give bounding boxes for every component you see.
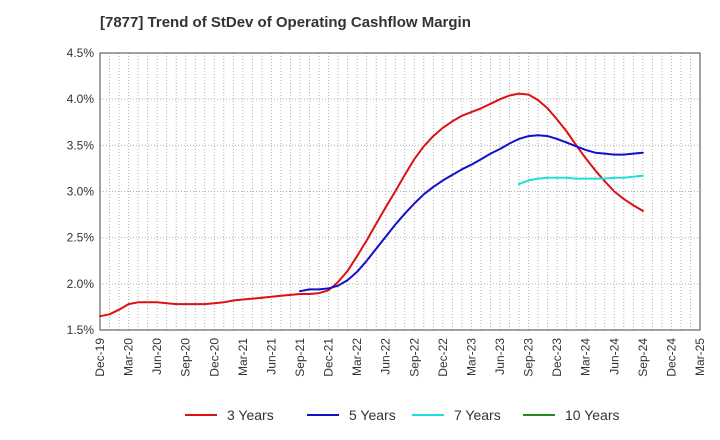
legend-item-5-years: 5 Years bbox=[307, 404, 396, 426]
x-tick-label: Jun-24 bbox=[607, 338, 621, 375]
plot-frame bbox=[99, 52, 701, 331]
x-tick-label: Mar-22 bbox=[350, 338, 364, 376]
x-tick-label: Mar-23 bbox=[464, 338, 478, 376]
series-line-3-years bbox=[99, 92, 644, 318]
x-tick-label: Jun-23 bbox=[493, 338, 507, 375]
series-line-7-years bbox=[518, 174, 644, 186]
legend-item-3-years: 3 Years bbox=[185, 404, 274, 426]
legend-swatch bbox=[185, 414, 217, 416]
legend-label: 10 Years bbox=[565, 407, 620, 423]
x-tick-label: Sep-23 bbox=[522, 338, 536, 377]
y-tick-label: 3.0% bbox=[67, 185, 95, 199]
x-tick-label: Dec-22 bbox=[436, 338, 450, 377]
x-tick-label: Dec-23 bbox=[550, 338, 564, 377]
x-tick-label: Dec-21 bbox=[322, 338, 336, 377]
legend-swatch bbox=[412, 414, 444, 416]
legend-swatch bbox=[307, 414, 339, 416]
legend-label: 3 Years bbox=[227, 407, 274, 423]
legend: 3 Years 5 Years 7 Years 10 Years bbox=[0, 404, 720, 426]
y-tick-label: 4.0% bbox=[67, 92, 95, 106]
legend-item-7-years: 7 Years bbox=[412, 404, 501, 426]
legend-item-10-years: 10 Years bbox=[523, 404, 620, 426]
legend-label: 5 Years bbox=[349, 407, 396, 423]
x-tick-label: Sep-24 bbox=[636, 338, 650, 377]
x-tick-label: Dec-19 bbox=[93, 338, 107, 377]
x-tick-label: Jun-21 bbox=[264, 338, 278, 375]
legend-label: 7 Years bbox=[454, 407, 501, 423]
x-tick-label: Mar-20 bbox=[122, 338, 136, 376]
x-tick-label: Sep-20 bbox=[179, 338, 193, 377]
chart-title: [7877] Trend of StDev of Operating Cashf… bbox=[100, 14, 471, 31]
x-tick-label: Jun-20 bbox=[150, 338, 164, 375]
x-tick-label: Mar-24 bbox=[579, 338, 593, 376]
y-tick-label: 2.5% bbox=[67, 231, 95, 245]
y-tick-label: 4.5% bbox=[67, 46, 95, 60]
y-tick-label: 2.0% bbox=[67, 277, 95, 291]
series-line-5-years bbox=[299, 134, 644, 293]
y-tick-label: 3.5% bbox=[67, 138, 95, 152]
x-tick-label: Sep-21 bbox=[293, 338, 307, 377]
x-tick-label: Mar-25 bbox=[693, 338, 707, 376]
x-tick-label: Jun-22 bbox=[379, 338, 393, 375]
x-tick-label: Sep-22 bbox=[407, 338, 421, 377]
y-tick-label: 1.5% bbox=[67, 323, 95, 337]
legend-swatch bbox=[523, 414, 555, 416]
x-tick-label: Dec-24 bbox=[664, 338, 678, 377]
x-tick-label: Dec-20 bbox=[207, 338, 221, 377]
x-tick-label: Mar-21 bbox=[236, 338, 250, 376]
